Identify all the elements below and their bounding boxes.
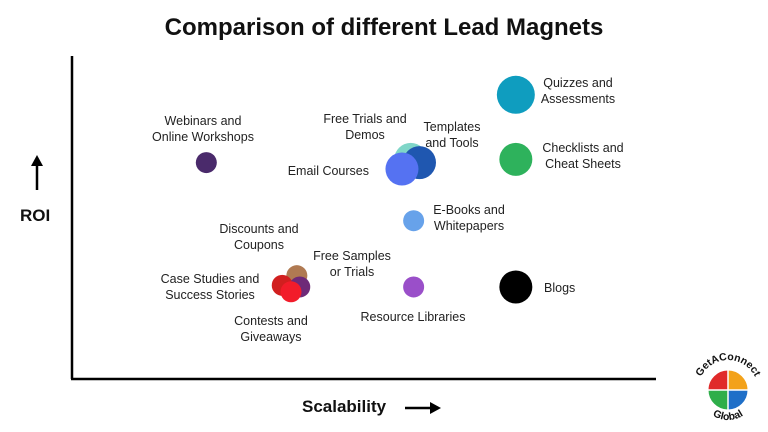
x-direction-arrow [405,402,441,414]
label-resource-libraries: Resource Libraries [361,310,466,324]
label-email-courses: Email Courses [288,164,369,178]
label-contests-and-giveaways: Contests and Giveaways [234,314,308,344]
label-quizzes-and-assessments: Quizzes and Assessments [541,76,615,106]
y-direction-arrow [31,155,43,190]
x-axis-label: Scalability [302,397,387,416]
point-checklists-and-cheat-sheets [499,142,533,176]
chart-title: Comparison of different Lead Magnets [164,14,604,41]
point-blogs [499,270,533,304]
getaconnect-logo: GetAConnect Global [693,352,763,423]
label-case-studies-and-success-stories: Case Studies and Success Stories [161,272,260,302]
puzzle-icon [707,369,749,411]
labels-layer: Quizzes and Assessments Checklists and Chea… [152,76,624,344]
label-templates-and-tools: Templates and Tools [424,120,481,150]
label-free-trials-and-demos: Free Trials and Demos [323,112,406,142]
label-checklists-and-cheat-sheets: Checklists and Cheat Sheets [542,141,623,171]
svg-text:Global: Global [711,407,745,423]
label-webinars-and-online-workshops: Webinars and Online Workshops [152,114,254,144]
label-blogs: Blogs [544,281,575,295]
point-webinars-and-online-workshops [195,152,217,174]
point-e-books-and-whitepapers [403,210,425,232]
label-discounts-and-coupons: Discounts and Coupons [219,222,298,252]
point-resource-libraries [403,276,425,298]
label-e-books-and-whitepapers: E-Books and Whitepapers [433,203,505,233]
logo-bottom-text: Global [711,407,745,423]
points-layer [195,75,535,304]
y-axis-label: ROI [20,206,51,225]
label-free-samples-or-trials: Free Samples or Trials [313,249,391,279]
point-email-courses [385,152,419,186]
point-quizzes-and-assessments [496,75,535,114]
point-contests-and-giveaways [280,281,302,303]
